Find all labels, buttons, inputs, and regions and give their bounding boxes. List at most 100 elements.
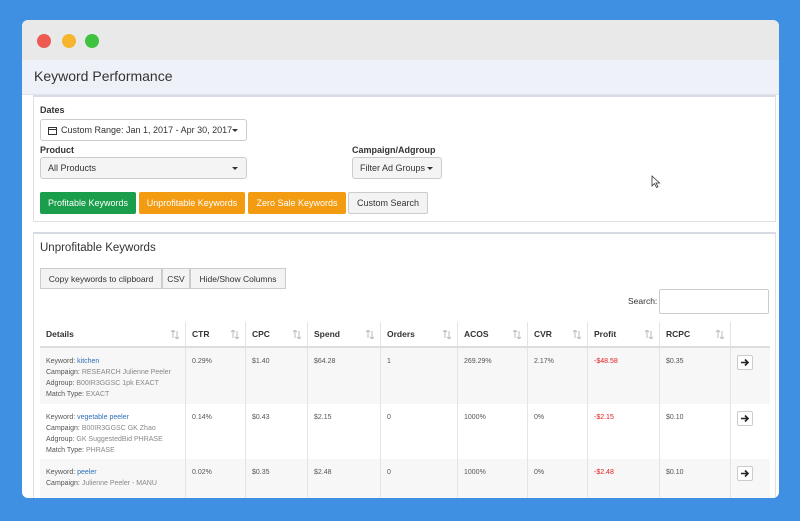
row-action-button[interactable] [737, 355, 753, 370]
detail-line: Campaign: B00IR3GGSC GK Zhao [46, 423, 185, 434]
detail-line: Campaign: RESEARCH Julienne Peeler [46, 367, 185, 378]
campaign-label: Campaign/Adgroup [352, 145, 436, 155]
table-cell: 0.29% [186, 348, 246, 404]
row-action-button[interactable] [737, 411, 753, 426]
filter-button[interactable]: Profitable Keywords [40, 192, 136, 214]
date-range-picker[interactable]: Custom Range: Jan 1, 2017 - Apr 30, 2017 [40, 119, 247, 141]
table-row [40, 459, 770, 498]
detail-line: Match Type: EXACT [46, 389, 185, 400]
table-cell: 0% [528, 404, 588, 459]
detail-value: Julienne Peeler - MANU [81, 480, 157, 487]
table-cell: $0.10 [660, 459, 731, 498]
column-header[interactable]: Details [40, 322, 186, 346]
table-cell: 0.14% [186, 404, 246, 459]
filter-button[interactable]: Zero Sale Keywords [248, 192, 346, 214]
table-cell: $0.35 [660, 348, 731, 404]
header: Keyword Performance [22, 60, 779, 95]
detail-value: EXACT [85, 391, 110, 398]
filter-panel: Dates Custom Range: Jan 1, 2017 - Apr 30… [33, 95, 776, 222]
row-action-button[interactable] [737, 466, 753, 481]
table-cell: $2.15 [308, 404, 381, 459]
column-header-text: ACOS [464, 329, 489, 339]
column-header[interactable]: Profit [588, 322, 660, 346]
product-label: Product [40, 145, 75, 155]
keyword-link[interactable]: kitchen [77, 358, 100, 365]
detail-line: Keyword: peeler [46, 467, 185, 478]
table-cell: 0 [381, 404, 458, 459]
keyword-link[interactable]: peeler [77, 469, 97, 476]
sort-icon [366, 330, 374, 339]
column-header[interactable]: CVR [528, 322, 588, 346]
maximize-button[interactable] [85, 34, 99, 48]
column-header-text: Spend [314, 329, 340, 339]
column-header[interactable]: Spend [308, 322, 381, 346]
detail-line: Adgroup: GK SuggestedBid PHRASE [46, 434, 185, 445]
column-header-text: Profit [594, 329, 617, 339]
detail-label: Keyword: [46, 469, 76, 476]
table-cell: 0 [381, 459, 458, 498]
table-row [40, 404, 770, 460]
table-cell: -$48.58 [588, 348, 660, 404]
detail-label: Keyword: [46, 414, 76, 421]
toolbar-button[interactable]: Copy keywords to clipboard [40, 268, 162, 289]
table-cell: $0.43 [246, 404, 308, 459]
search-input[interactable] [659, 289, 769, 314]
column-header-text: CPC [252, 329, 270, 339]
detail-label: Campaign: [46, 369, 80, 376]
column-header[interactable]: CPC [246, 322, 308, 346]
table-cell: 0.02% [186, 459, 246, 498]
toolbar-button[interactable]: CSV [162, 268, 190, 289]
filter-button[interactable]: Unprofitable Keywords [139, 192, 245, 214]
product-select[interactable]: All Products [40, 157, 247, 179]
sort-icon [716, 330, 724, 339]
column-header[interactable]: ACOS [458, 322, 528, 346]
arrow-icon [741, 414, 750, 423]
column-header-text: Details [46, 329, 74, 339]
toolbar-button[interactable]: Hide/Show Columns [190, 268, 286, 289]
table-cell: $1.40 [246, 348, 308, 404]
table-cell: 1 [381, 348, 458, 404]
table-cell: $0.10 [660, 404, 731, 459]
date-range-value: Custom Range: Jan 1, 2017 - Apr 30, 2017 [61, 125, 233, 135]
detail-line: Adgroup: B00IR3GGSC 1pk EXACT [46, 378, 185, 389]
results-panel: Unprofitable Keywords Copy keywords to c… [33, 232, 776, 498]
arrow-icon [741, 358, 750, 367]
details-cell: Keyword: peeler Campaign: Julienne Peeler… [40, 459, 186, 498]
table-cell: -$2.15 [588, 404, 660, 459]
detail-value: PHRASE [85, 447, 115, 454]
page-title: Keyword Performance [34, 68, 173, 84]
column-header[interactable]: RCPC [660, 322, 731, 346]
detail-label: Match Type: [46, 391, 85, 398]
table-cell: 1000% [458, 459, 528, 498]
minimize-button[interactable] [62, 34, 76, 48]
title-bar [22, 20, 779, 60]
dates-label: Dates [40, 105, 65, 115]
sort-icon [443, 330, 451, 339]
keyword-table: Details CTR CPC Spend Orders ACOS CVR Profit RCP… [40, 322, 770, 498]
detail-value: GK SuggestedBid PHRASE [76, 436, 163, 443]
sort-icon [573, 330, 581, 339]
filter-button[interactable]: Custom Search [348, 192, 428, 214]
detail-label: Campaign: [46, 425, 80, 432]
detail-value: B00IR3GGSC GK Zhao [81, 425, 156, 432]
column-header[interactable]: Orders [381, 322, 458, 346]
sort-icon [645, 330, 653, 339]
keyword-link[interactable]: vegetable peeler [77, 414, 129, 421]
details-cell: Keyword: kitchen Campaign: RESEARCH Julie… [40, 348, 186, 404]
table-cell: -$2.48 [588, 459, 660, 498]
column-header[interactable]: CTR [186, 322, 246, 346]
campaign-select[interactable]: Filter Ad Groups [352, 157, 442, 179]
sort-icon [171, 330, 179, 339]
detail-value: RESEARCH Julienne Peeler [81, 369, 171, 376]
detail-line: Campaign: Julienne Peeler - MANU [46, 478, 185, 489]
sort-icon [231, 330, 239, 339]
detail-label: Adgroup: [46, 380, 75, 387]
detail-label: Campaign: [46, 480, 80, 487]
detail-label: Match Type: [46, 447, 85, 454]
sort-icon [293, 330, 301, 339]
detail-value: B00IR3GGSC 1pk EXACT [76, 380, 159, 387]
search-label: Search: [628, 296, 658, 306]
product-value: All Products [48, 163, 97, 173]
close-button[interactable] [37, 34, 51, 48]
